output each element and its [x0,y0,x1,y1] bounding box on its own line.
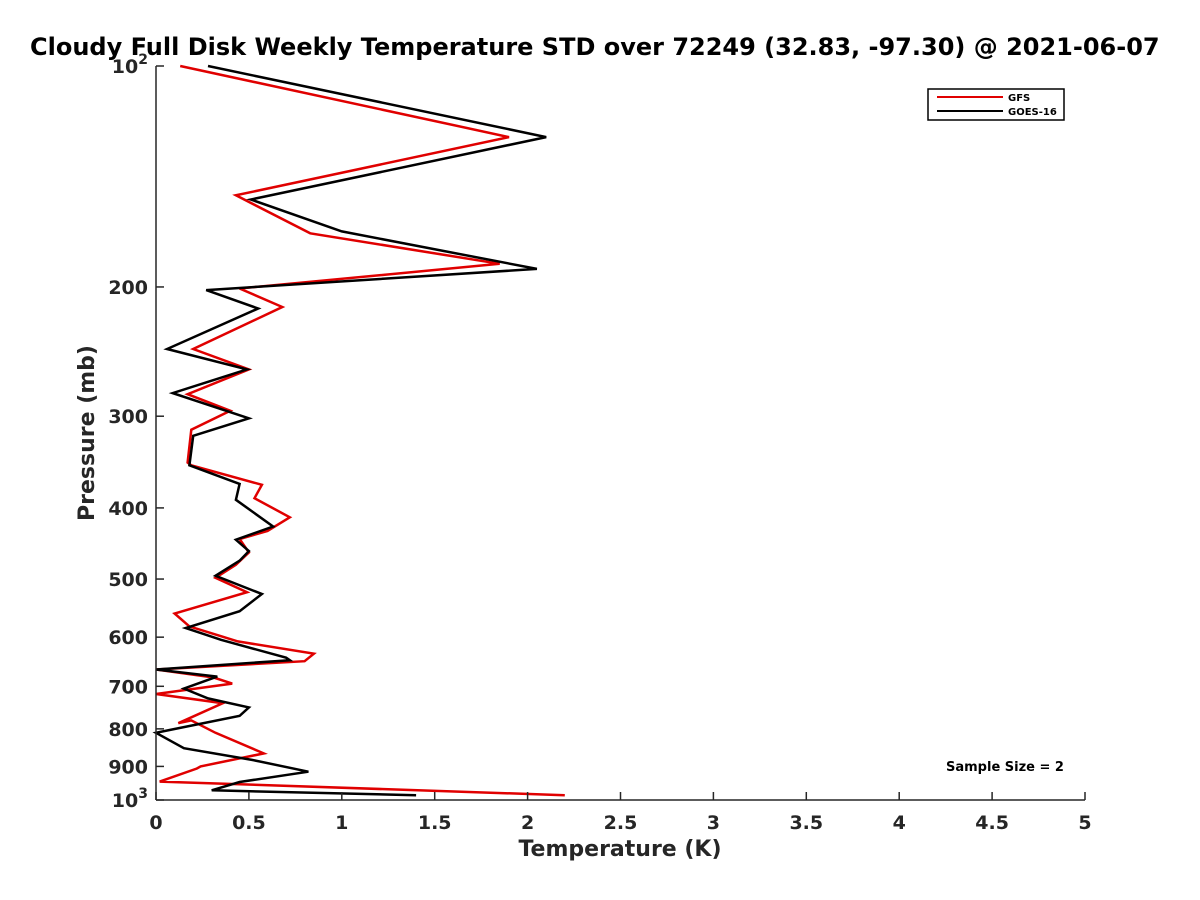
x-tick-label: 4.5 [975,812,1009,834]
x-ticks: 0 0.5 1 1.5 2 2.5 3 3.5 4 4.5 5 [149,792,1092,834]
y-tick-label: 600 [108,627,148,649]
y-tick-label: 900 [108,756,148,778]
series-line-gfs [155,64,565,797]
y-axis-label: Pressure (mb) [75,345,100,521]
sample-size-annotation: Sample Size = 2 [946,760,1064,775]
x-tick-label: 2.5 [604,812,638,834]
x-tick-label: 3.5 [789,812,823,834]
x-tick-label: 1 [335,812,348,834]
y-tick-label: 700 [108,676,148,698]
y-tick-label: 400 [108,498,148,520]
legend-label-gfs: GFS [1008,93,1030,104]
x-tick-label: 2 [521,812,534,834]
chart-title: Cloudy Full Disk Weekly Temperature STD … [30,33,1160,61]
y-tick-label: 102 [112,52,148,78]
x-tick-label: 3 [707,812,720,834]
legend: GFS GOES-16 [927,88,1065,121]
y-tick-label: 200 [108,277,148,299]
y-ticks: 102 200 300 400 500 600 700 800 900 103 [108,52,164,812]
series-line-goes16 [152,64,547,797]
x-axis-label: Temperature (K) [518,837,721,862]
x-tick-label: 5 [1078,812,1091,834]
x-tick-label: 0.5 [232,812,266,834]
x-tick-label: 1.5 [418,812,452,834]
y-tick-label: 300 [108,406,148,428]
y-tick-label: 500 [108,569,148,591]
y-tick-label: 800 [108,719,148,741]
legend-box [927,88,1065,121]
x-tick-label: 0 [149,812,162,834]
x-tick-label: 4 [893,812,906,834]
series-layer [152,64,565,797]
y-tick-label: 103 [112,786,148,812]
legend-label-goes16: GOES-16 [1008,107,1057,118]
